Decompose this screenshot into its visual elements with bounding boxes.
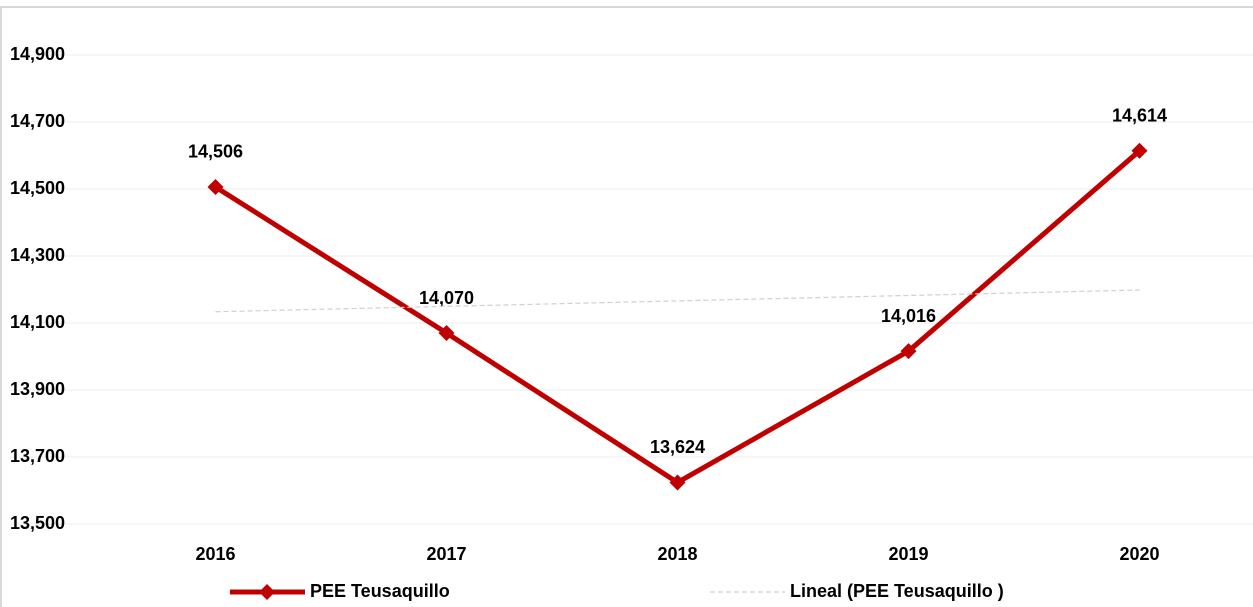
data-line [214, 148, 1142, 486]
y-tick-label: 13,700 [10, 446, 65, 466]
marker [900, 343, 917, 360]
chart-border [0, 6, 1253, 607]
marker [669, 474, 686, 491]
data-label: 14,614 [1112, 106, 1167, 126]
x-tick-label: 2018 [657, 544, 697, 564]
x-tick-label: 2020 [1119, 544, 1159, 564]
marker [438, 325, 455, 342]
data-label: 14,070 [419, 288, 474, 308]
trend-line [215, 289, 1140, 313]
y-tick-label: 14,500 [10, 178, 65, 198]
y-tick-label: 14,100 [10, 312, 65, 332]
y-tick-label: 13,500 [10, 513, 65, 533]
x-tick-label: 2017 [426, 544, 466, 564]
data-label: 14,506 [188, 142, 243, 162]
x-tick-label: 2016 [195, 544, 235, 564]
legend-label: PEE Teusaquillo [310, 581, 450, 601]
legend-label: Lineal (PEE Teusaquillo ) [790, 581, 1004, 601]
y-tick-label: 14,300 [10, 245, 65, 265]
y-tick-label: 14,700 [10, 111, 65, 131]
legend-marker [259, 584, 275, 600]
marker [1131, 142, 1148, 159]
y-tick-label: 13,900 [10, 379, 65, 399]
data-label: 14,016 [881, 306, 936, 326]
x-tick-label: 2019 [888, 544, 928, 564]
marker [207, 178, 224, 195]
y-tick-label: 14,900 [10, 44, 65, 64]
data-label: 13,624 [650, 437, 705, 457]
